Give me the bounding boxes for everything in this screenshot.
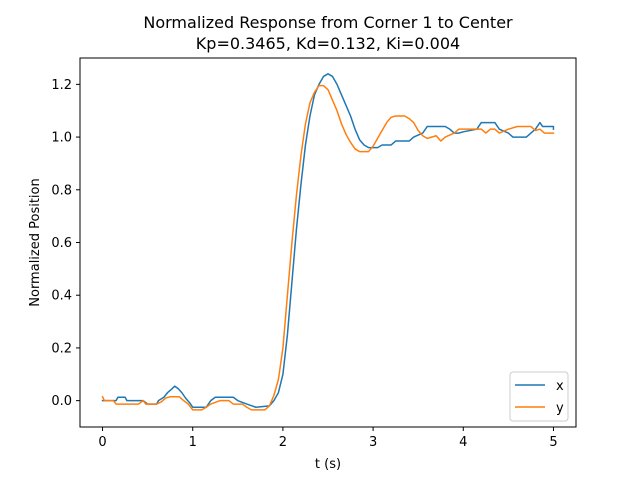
- y-axis: 0.0 0.2 0.4 0.6 0.8 1.0 1.2: [51, 78, 80, 409]
- chart-subtitle: Kp=0.3465, Kd=0.132, Ki=0.004: [196, 34, 460, 53]
- x-axis-label: t (s): [315, 457, 341, 472]
- legend-label-x: x: [556, 379, 564, 394]
- chart-title: Normalized Response from Corner 1 to Cen…: [143, 13, 513, 32]
- y-tick-label: 0.0: [51, 394, 72, 409]
- x-tick-label: 4: [459, 435, 467, 450]
- legend-label-y: y: [556, 401, 564, 416]
- legend: xy: [509, 371, 569, 422]
- x-tick-label: 2: [279, 435, 287, 450]
- y-tick-label: 0.4: [51, 289, 72, 304]
- series-layer: [101, 73, 555, 411]
- y-tick-label: 1.2: [51, 78, 72, 93]
- x-axis: 0 1 2 3 4 5: [98, 427, 558, 450]
- series-line-y: [101, 84, 555, 411]
- plot-background: [80, 58, 576, 427]
- y-tick-label: 1.0: [51, 131, 72, 146]
- x-tick-label: 1: [189, 435, 197, 450]
- y-tick-label: 0.8: [51, 183, 72, 198]
- y-tick-label: 0.6: [51, 236, 72, 251]
- x-tick-label: 0: [98, 435, 106, 450]
- x-tick-label: 3: [369, 435, 377, 450]
- y-axis-label: Normalized Position: [28, 178, 43, 306]
- plot-area: [79, 57, 577, 428]
- y-tick-label: 0.2: [51, 341, 72, 356]
- x-tick-label: 5: [549, 435, 557, 450]
